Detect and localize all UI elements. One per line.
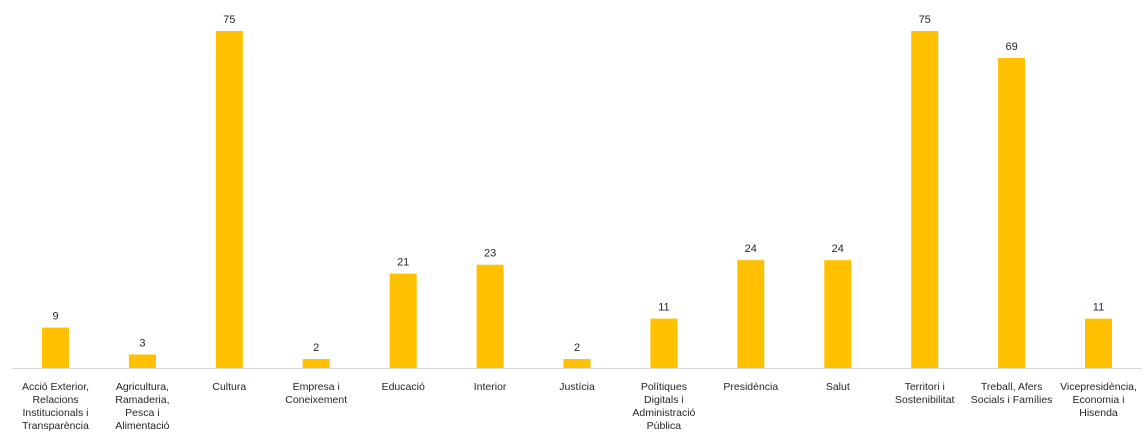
bar — [911, 31, 939, 368]
data-label: 11 — [658, 302, 669, 314]
data-label: 9 — [52, 311, 58, 323]
category-label: Presidència — [723, 381, 778, 393]
bar — [476, 264, 504, 368]
data-label: 24 — [745, 243, 757, 255]
data-label: 3 — [139, 338, 145, 350]
data-label: 21 — [397, 257, 409, 269]
category-label: Agricultura, Ramaderia, Pesca i Alimentació — [115, 381, 169, 432]
data-label: 2 — [313, 342, 319, 354]
category-label: Empresa i Coneixement — [285, 381, 347, 406]
data-label: 75 — [223, 14, 235, 26]
category-label: Treball, Afers Socials i Famílies — [971, 381, 1053, 406]
bar — [650, 318, 678, 368]
category-label: Polítiques Digitals i Administració Pública — [632, 381, 695, 432]
bar — [824, 260, 852, 368]
bar — [128, 354, 156, 368]
bar — [563, 359, 591, 368]
category-label: Cultura — [212, 381, 246, 393]
data-label: 69 — [1005, 41, 1017, 53]
data-label: 2 — [574, 342, 580, 354]
bar — [1085, 318, 1112, 368]
value-labels-group: 9 3 75 2 21 23 2 11 24 24 75 69 11 — [52, 14, 1104, 354]
bars-group — [42, 31, 1112, 368]
data-label: 23 — [484, 248, 496, 260]
data-label: 11 — [1093, 302, 1104, 314]
bar — [302, 359, 330, 368]
data-label: 75 — [919, 14, 931, 26]
category-labels-group: Acció Exterior, Relacions Institucionals i… — [22, 381, 1137, 432]
category-label: Salut — [826, 381, 850, 393]
category-label: Interior — [474, 381, 507, 393]
data-label: 24 — [832, 243, 844, 255]
bar — [737, 260, 765, 368]
bar — [215, 31, 243, 368]
category-label: Vicepresidència, Economia i Hisenda — [1060, 381, 1137, 419]
bar — [389, 273, 417, 368]
category-label: Justícia — [559, 381, 595, 393]
bar — [998, 58, 1026, 368]
bar — [42, 327, 69, 368]
category-label: Acció Exterior, Relacions Institucionals i… — [22, 381, 89, 432]
category-label: Territori i Sostenibilitat — [895, 381, 955, 406]
category-label: Educació — [382, 381, 425, 393]
